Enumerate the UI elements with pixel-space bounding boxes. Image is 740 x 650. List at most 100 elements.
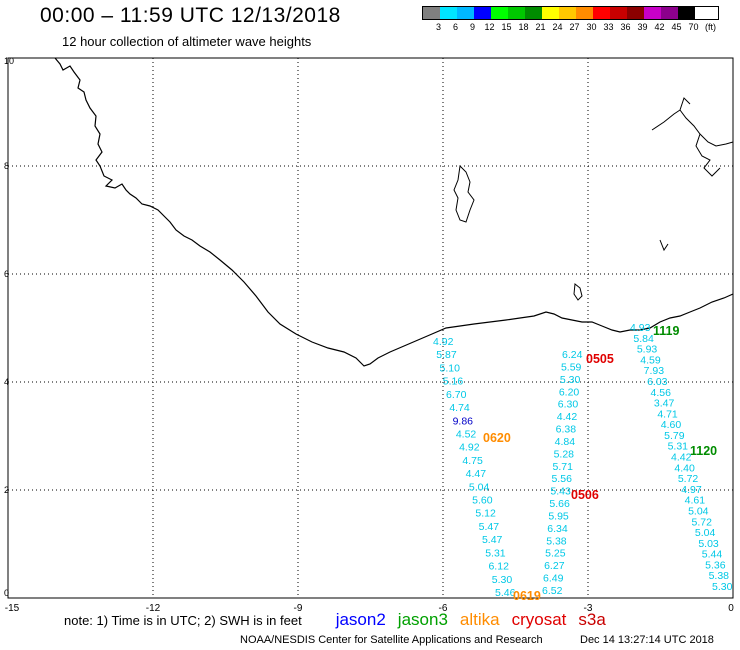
wave-height-value: 6.38 [556, 424, 577, 436]
scale-label: 24 [552, 22, 563, 32]
wave-height-value: 7.93 [644, 365, 665, 377]
wave-height-value: 4.42 [557, 411, 578, 423]
scale-swatch [678, 7, 695, 19]
satellite-cryosat: cryosat [511, 610, 567, 629]
pass-time-labels: 0505 0506 0620 0619 1119 1120 [483, 324, 717, 603]
wave-height-value: 5.79 [664, 430, 685, 442]
wave-height-value: 3.47 [654, 398, 675, 410]
coastline-west [54, 57, 734, 367]
wave-height-value: 5.30 [712, 581, 733, 593]
satellite-s3a: s3a [578, 610, 606, 629]
scale-label: 42 [654, 22, 665, 32]
pass-time-label: 0620 [483, 431, 511, 445]
wave-height-value: 4.92 [459, 442, 480, 454]
wave-height-value: 4.56 [651, 387, 672, 399]
scale-label: 9 [469, 22, 475, 32]
scale-swatch [423, 7, 440, 19]
wave-height-value: 4.92 [433, 336, 454, 348]
wave-height-value: 5.04 [695, 527, 716, 539]
coastline [54, 57, 734, 367]
lat-lon-grid: -15 -12 -9 -6 -3 0 0 2 4 6 8 10 [4, 56, 734, 614]
wave-height-value: 6.34 [547, 523, 568, 535]
wave-height-value: 4.71 [657, 408, 678, 420]
wave-height-value: 5.44 [702, 549, 723, 561]
wave-height-value: 5.46 [495, 587, 516, 599]
scale-swatch [457, 7, 474, 19]
wave-height-value: 6.49 [543, 573, 564, 585]
scale-label: 18 [518, 22, 529, 32]
wave-height-value: 4.61 [685, 495, 706, 507]
lon-tick-label: -6 [439, 603, 448, 614]
wave-height-value: 5.66 [549, 498, 570, 510]
scale-label: 21 [535, 22, 546, 32]
wave-height-value: 5.47 [479, 521, 500, 533]
wave-height-value: 5.30 [560, 374, 581, 386]
credit-line: NOAA/NESDIS Center for Satellite Applica… [240, 634, 543, 646]
scale-swatch [644, 7, 661, 19]
scale-swatch [491, 7, 508, 19]
wave-height-value: 9.86 [453, 415, 474, 427]
wave-height-value: 5.04 [469, 481, 490, 493]
wave-height-value: 6.27 [544, 560, 565, 572]
wave-height-value: 5.38 [546, 535, 567, 547]
scale-label: 45 [671, 22, 682, 32]
scale-label: 27 [569, 22, 580, 32]
lat-tick-label: 8 [4, 161, 9, 171]
wave-height-value: 4.52 [456, 428, 477, 440]
wave-height-value: 5.38 [709, 570, 730, 582]
scale-swatch [542, 7, 559, 19]
wave-height-value: 5.16 [443, 376, 464, 388]
wave-height-value: 4.47 [466, 468, 487, 480]
map-frame [7, 57, 734, 599]
wave-height-value: 4.40 [674, 462, 695, 474]
lat-tick-label: 4 [4, 377, 9, 387]
wave-height-value: 5.31 [668, 441, 689, 453]
lon-tick-label: -3 [584, 603, 593, 614]
wave-height-value: 5.10 [440, 362, 461, 374]
scale-swatch [508, 7, 525, 19]
lon-tick-label: -15 [5, 603, 20, 614]
satellite-jason2: jason2 [335, 610, 386, 629]
footer-note: note: 1) Time is in UTC; 2) SWH is in fe… [64, 613, 302, 628]
lat-tick-label: 6 [4, 269, 9, 279]
wave-height-value: 4.75 [462, 455, 483, 467]
wave-height-value: 5.28 [554, 448, 575, 460]
pass-time-label: 1120 [690, 444, 717, 458]
wave-height-value: 4.97 [681, 484, 702, 496]
scale-swatch [576, 7, 593, 19]
wave-height-value: 6.30 [558, 399, 579, 411]
scale-swatch [559, 7, 576, 19]
scale-label: 6 [452, 22, 458, 32]
scale-swatch [525, 7, 542, 19]
wave-height-value: 6.20 [559, 386, 580, 398]
island-mid [453, 164, 475, 223]
wave-height-value: 5.25 [545, 548, 566, 560]
color-scale-labels: 3 6 9 12 15 18 21 24 27 30 33 36 39 42 45 70 (ft) [422, 22, 719, 32]
scale-swatch [593, 7, 610, 19]
wave-height-value: 4.42 [671, 452, 692, 464]
lon-tick-label: -12 [146, 603, 161, 614]
pass-time-label: 0619 [513, 589, 541, 603]
footer-legend: note: 1) Time is in UTC; 2) SWH is in fe… [64, 610, 618, 630]
lat-tick-label: 10 [4, 56, 14, 66]
wave-height-value: 5.95 [548, 510, 569, 522]
wave-height-value: 6.70 [446, 389, 467, 401]
scale-swatch [440, 7, 457, 19]
wave-height-value: 5.56 [551, 473, 572, 485]
scale-label: 15 [501, 22, 512, 32]
map-subtitle: 12 hour collection of altimeter wave hei… [62, 34, 312, 49]
altimeter-tracks: 4.925.875.105.166.704.749.864.524.924.75… [433, 322, 733, 599]
wave-height-value: 4.93 [630, 322, 651, 334]
wave-height-value: 5.60 [472, 495, 493, 507]
generated-timestamp: Dec 14 13:27:14 UTC 2018 [580, 634, 714, 646]
scale-swatch [661, 7, 678, 19]
scale-label: 36 [620, 22, 631, 32]
scale-label: 12 [484, 22, 495, 32]
map-title: 00:00 – 11:59 UTC 12/13/2018 [40, 4, 341, 27]
pass-time-label: 1119 [653, 324, 679, 338]
pass-time-label: 0506 [571, 488, 599, 502]
wave-height-value: 5.43 [550, 486, 571, 498]
scale-label: 30 [586, 22, 597, 32]
wave-height-value: 5.36 [705, 559, 726, 571]
